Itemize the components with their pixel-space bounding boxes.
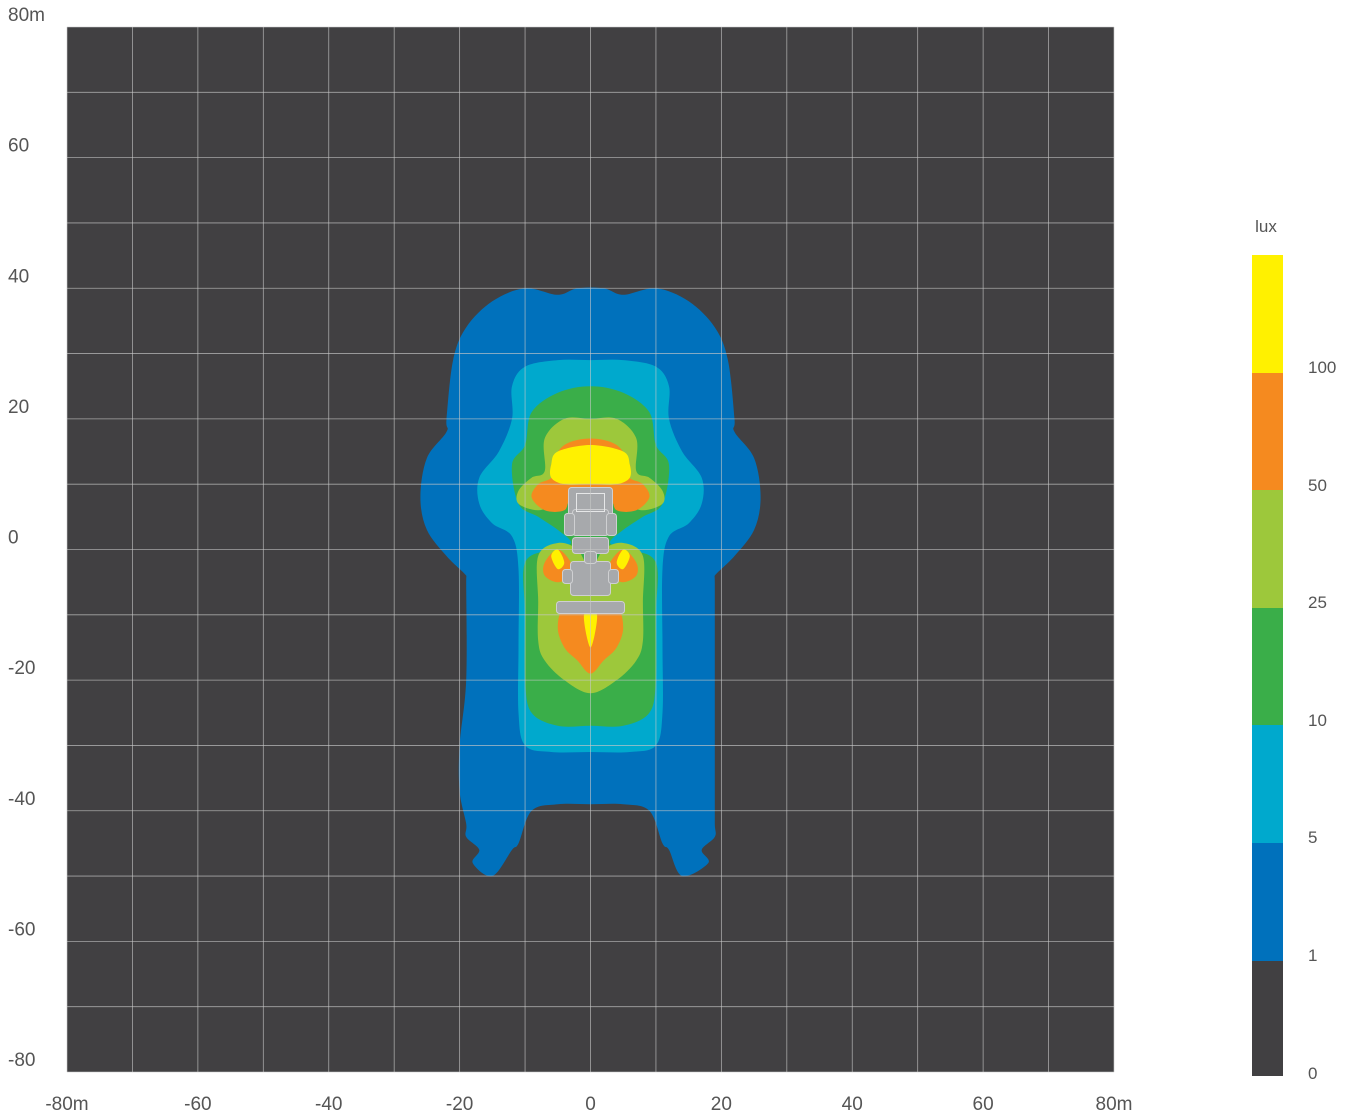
x-tick-label: 0 [585, 1094, 596, 1115]
contour-100-lux [551, 549, 565, 570]
equipment-part [606, 513, 617, 536]
y-tick-label: 40 [8, 266, 29, 287]
grid-lines [66, 26, 1115, 1073]
legend-swatch [1252, 607, 1283, 726]
legend-swatch [1252, 725, 1283, 844]
x-axis-ticks: -80m -60 -40 -20 0 20 40 60 80m [45, 1094, 1132, 1115]
y-tick-label: -20 [8, 658, 35, 679]
x-tick-label: -40 [315, 1094, 342, 1115]
equipment-part [562, 569, 573, 584]
x-tick-label: -80m [45, 1094, 88, 1115]
legend-swatch [1252, 843, 1283, 962]
x-tick-label: 60 [973, 1094, 994, 1115]
legend-tick-label: 50 [1308, 475, 1327, 495]
x-tick-label: 80m [1096, 1094, 1133, 1115]
x-tick-label: 40 [842, 1094, 863, 1115]
legend-tick-label: 25 [1308, 593, 1327, 613]
y-tick-label: -80 [8, 1050, 35, 1071]
legend-tick-label: 5 [1308, 828, 1318, 848]
legend-tick-label: 1 [1308, 946, 1318, 965]
legend-swatch [1252, 255, 1283, 374]
x-tick-label: 20 [711, 1094, 732, 1115]
legend-tick-label: 10 [1308, 710, 1327, 730]
y-tick-label: 80m [8, 5, 45, 26]
legend-swatch [1252, 372, 1283, 491]
contour-100-lux [616, 549, 630, 570]
legend-tick-label: 0 [1308, 1063, 1318, 1083]
y-tick-label: 0 [8, 528, 19, 549]
y-tick-label: 60 [8, 136, 29, 157]
equipment-part [608, 569, 619, 584]
y-tick-label: 20 [8, 397, 29, 418]
y-tick-label: -40 [8, 789, 35, 810]
legend-swatch [1252, 490, 1283, 609]
y-axis-ticks: 80m 60 40 20 0 -20 -40 -60 -80 [8, 5, 45, 1071]
legend-swatch [1252, 960, 1283, 1076]
y-tick-label: -60 [8, 919, 35, 940]
x-tick-label: -20 [446, 1094, 473, 1115]
legend-tick-label: 100 [1308, 358, 1337, 377]
legend-title: lux [1255, 217, 1277, 236]
color-legend: lux 100 50 25 10 5 1 0 [1252, 213, 1357, 1083]
equipment-part [564, 513, 575, 536]
x-tick-label: -60 [184, 1094, 211, 1115]
